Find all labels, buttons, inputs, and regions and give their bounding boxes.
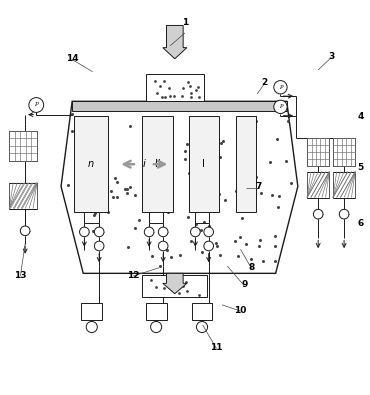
Circle shape — [274, 100, 287, 113]
Text: i: i — [143, 159, 146, 169]
Text: 6: 6 — [358, 219, 364, 228]
Circle shape — [196, 322, 208, 333]
Text: 9: 9 — [241, 280, 248, 289]
Circle shape — [313, 209, 323, 219]
Text: P: P — [279, 104, 282, 109]
Text: 3: 3 — [328, 53, 334, 61]
Text: 14: 14 — [66, 54, 78, 63]
Text: 11: 11 — [210, 343, 223, 352]
Circle shape — [20, 226, 30, 235]
Text: 2: 2 — [262, 78, 268, 87]
Bar — [307, 171, 329, 198]
Bar — [236, 116, 256, 212]
Text: 4: 4 — [357, 112, 364, 120]
Text: 7: 7 — [256, 182, 262, 191]
Polygon shape — [61, 101, 298, 273]
Bar — [333, 138, 355, 166]
Text: 1: 1 — [182, 18, 188, 27]
Text: 5: 5 — [358, 164, 364, 172]
Circle shape — [144, 227, 154, 237]
Circle shape — [274, 81, 287, 94]
Text: 13: 13 — [14, 271, 27, 280]
Bar — [9, 131, 37, 160]
Bar — [333, 171, 355, 198]
Text: 10: 10 — [234, 306, 247, 315]
Text: n: n — [88, 159, 94, 169]
Bar — [74, 116, 108, 212]
Text: P: P — [279, 85, 282, 90]
FancyArrow shape — [163, 273, 187, 294]
Circle shape — [86, 322, 97, 333]
Bar — [192, 303, 212, 320]
Bar — [307, 138, 329, 166]
Bar — [146, 73, 204, 101]
Circle shape — [204, 241, 213, 251]
Circle shape — [151, 322, 162, 333]
Bar — [72, 101, 287, 111]
Circle shape — [94, 227, 104, 237]
Text: II: II — [155, 159, 161, 169]
Text: P: P — [34, 102, 38, 107]
Bar — [142, 116, 173, 212]
Text: 8: 8 — [249, 263, 255, 272]
Circle shape — [191, 227, 200, 237]
Text: 12: 12 — [127, 271, 139, 280]
Bar — [142, 275, 207, 297]
Bar — [81, 303, 102, 320]
Circle shape — [158, 227, 168, 237]
Circle shape — [29, 98, 44, 113]
Circle shape — [94, 241, 104, 251]
Bar — [9, 183, 37, 209]
Bar — [146, 303, 166, 320]
Circle shape — [80, 227, 89, 237]
Circle shape — [204, 227, 213, 237]
Circle shape — [339, 209, 349, 219]
Bar — [189, 116, 219, 212]
FancyArrow shape — [163, 25, 187, 59]
Circle shape — [158, 241, 168, 251]
Text: I: I — [202, 159, 205, 169]
